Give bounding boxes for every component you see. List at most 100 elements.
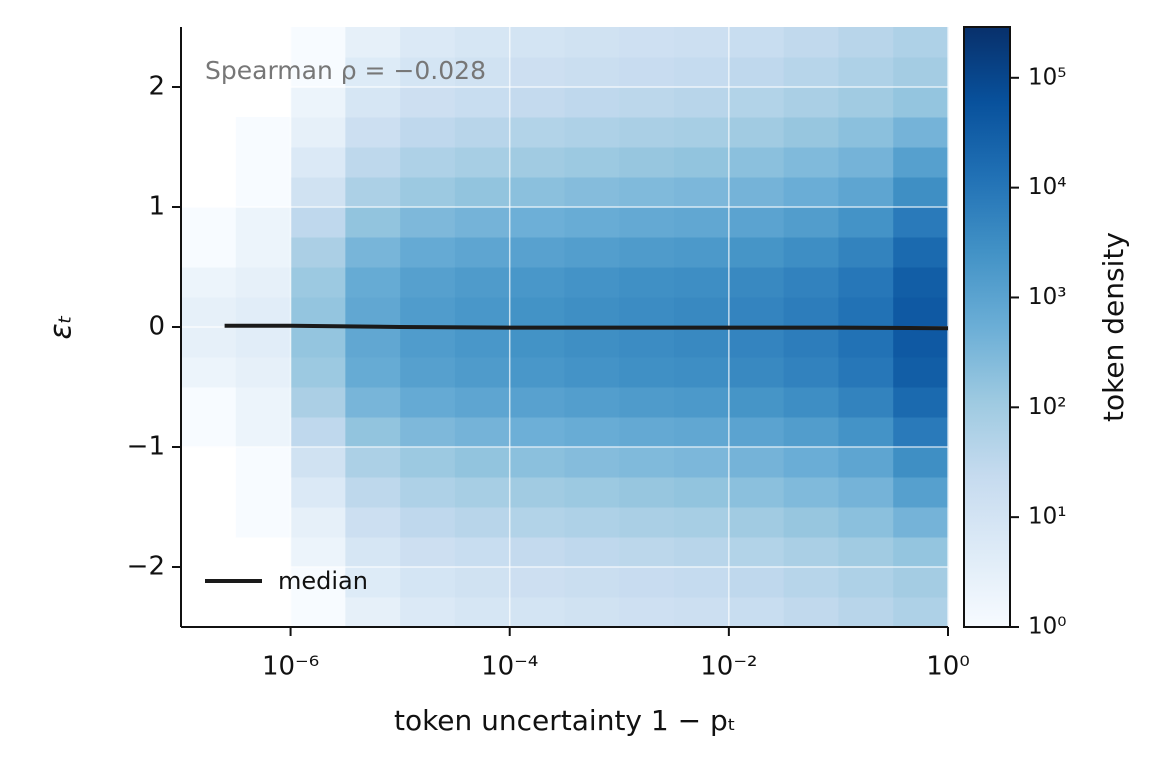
density-cell bbox=[893, 357, 949, 388]
density-cell bbox=[290, 27, 346, 58]
density-cell bbox=[509, 237, 565, 268]
density-cell bbox=[838, 27, 894, 58]
density-cell bbox=[509, 537, 565, 568]
x-tick-label: 10⁰ bbox=[926, 652, 970, 682]
density-cell bbox=[728, 207, 785, 238]
density-cell bbox=[345, 147, 401, 178]
density-cell bbox=[674, 27, 730, 58]
density-cell bbox=[290, 537, 346, 568]
density-cell bbox=[728, 147, 785, 178]
density-cell bbox=[674, 87, 730, 118]
density-cell bbox=[728, 357, 785, 388]
density-cell bbox=[564, 177, 620, 208]
annotation: Spearman ρ = −0.028 bbox=[205, 56, 486, 85]
density-cell bbox=[893, 507, 949, 538]
density-cell bbox=[181, 207, 237, 238]
density-cell bbox=[400, 447, 456, 478]
density-cell bbox=[454, 477, 511, 508]
density-cell bbox=[345, 207, 401, 238]
density-cell bbox=[345, 327, 401, 358]
density-cell bbox=[345, 177, 401, 208]
density-cell bbox=[838, 297, 894, 328]
density-cell bbox=[893, 537, 949, 568]
density-cell bbox=[728, 27, 785, 58]
density-cell bbox=[509, 387, 565, 418]
density-cell bbox=[290, 147, 346, 178]
density-cell bbox=[783, 207, 839, 238]
density-cell bbox=[728, 537, 785, 568]
density-cell bbox=[454, 147, 511, 178]
density-cell bbox=[783, 597, 839, 628]
colorbar-label: token density bbox=[1097, 232, 1130, 422]
density-cell bbox=[674, 147, 730, 178]
density-cell bbox=[290, 477, 346, 508]
density-cell bbox=[454, 537, 511, 568]
density-cell bbox=[893, 567, 949, 598]
density-cell bbox=[509, 267, 565, 298]
density-cell bbox=[728, 237, 785, 268]
density-cell bbox=[893, 597, 949, 628]
density-cell bbox=[400, 477, 456, 508]
colorbar-tick-label: 10⁴ bbox=[1028, 174, 1067, 200]
x-tick-label: 10⁻⁴ bbox=[481, 652, 538, 682]
density-cell bbox=[400, 417, 456, 448]
density-cell bbox=[564, 237, 620, 268]
density-cell bbox=[454, 387, 511, 418]
density-cell bbox=[345, 297, 401, 328]
density-cell bbox=[181, 387, 237, 418]
density-cell bbox=[454, 297, 511, 328]
density-cell bbox=[893, 417, 949, 448]
density-cell bbox=[564, 27, 620, 58]
density-cell bbox=[564, 297, 620, 328]
density-cell bbox=[564, 537, 620, 568]
density-cell bbox=[838, 447, 894, 478]
density-cell bbox=[509, 417, 565, 448]
density-cell bbox=[838, 327, 894, 358]
density-cell bbox=[235, 177, 292, 208]
density-cell bbox=[400, 327, 456, 358]
density-cell bbox=[838, 87, 894, 118]
density-cell bbox=[345, 357, 401, 388]
density-cell bbox=[564, 477, 620, 508]
density-cell bbox=[509, 447, 565, 478]
density-cell bbox=[235, 237, 292, 268]
density-cell bbox=[728, 387, 785, 418]
density-cell bbox=[838, 117, 894, 148]
density-cell bbox=[674, 177, 730, 208]
density-cell bbox=[674, 207, 730, 238]
density-cell bbox=[564, 87, 620, 118]
density-cell bbox=[235, 477, 292, 508]
density-cell bbox=[838, 507, 894, 538]
density-cell bbox=[400, 267, 456, 298]
density-cell bbox=[235, 147, 292, 178]
density-cell bbox=[783, 57, 839, 88]
density-cell bbox=[345, 387, 401, 418]
density-cell bbox=[290, 207, 346, 238]
density-cell bbox=[181, 357, 237, 388]
density-cell bbox=[674, 297, 730, 328]
density-cell bbox=[728, 57, 785, 88]
density-cell bbox=[674, 447, 730, 478]
density-cell bbox=[564, 447, 620, 478]
density-cell bbox=[345, 57, 401, 88]
density-cell bbox=[290, 567, 346, 598]
density-cell bbox=[619, 207, 675, 238]
density-cell bbox=[783, 327, 839, 358]
density-cell bbox=[509, 147, 565, 178]
density-cell bbox=[619, 57, 675, 88]
density-cell bbox=[728, 297, 785, 328]
density-cell bbox=[345, 417, 401, 448]
density-cell bbox=[235, 267, 292, 298]
density-cell bbox=[838, 357, 894, 388]
density-cell bbox=[564, 57, 620, 88]
density-cell bbox=[181, 237, 237, 268]
density-cell bbox=[454, 267, 511, 298]
colorbar bbox=[963, 26, 1011, 628]
density-cell bbox=[838, 207, 894, 238]
density-cell bbox=[290, 507, 346, 538]
density-cell bbox=[838, 387, 894, 418]
density-cell bbox=[181, 267, 237, 298]
density-cell bbox=[235, 417, 292, 448]
density-cell bbox=[674, 237, 730, 268]
